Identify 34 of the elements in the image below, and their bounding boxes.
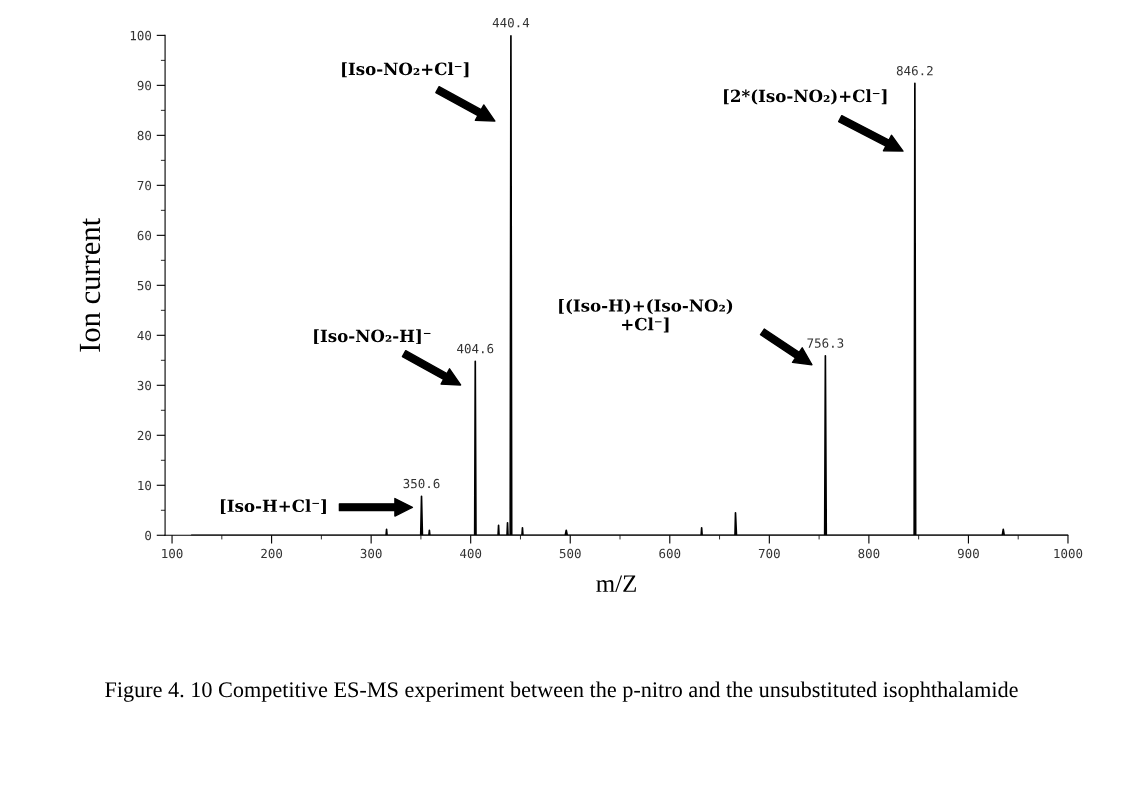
x-tick-label: 300 [360,548,382,559]
y-tick-label: 20 [137,430,152,441]
y-tick-label: 90 [137,80,152,91]
y-tick-label: 80 [137,130,152,141]
annotation: [(Iso-H)+(Iso-NO₂) +Cl⁻] [559,298,733,333]
y-tick-label: 100 [130,30,152,41]
x-tick-label: 500 [559,548,581,559]
annotation: 404.6 [457,343,494,354]
y-tick-label: 60 [137,230,152,241]
y-tick-label: 40 [137,330,152,341]
annotation: [Iso-H+Cl⁻] [220,499,326,515]
x-axis-title: m/Z [596,575,636,593]
x-tick-label: 700 [758,548,780,559]
x-tick-label: 900 [957,548,979,559]
annotation: [2*(Iso-NO₂)+Cl⁻] [724,89,887,105]
x-tick-label: 400 [460,548,482,559]
annotation: [Iso-NO₂-H]⁻ [314,329,431,345]
x-tick-label: 1000 [1054,548,1083,559]
annotation: [Iso-NO₂+Cl⁻] [342,62,469,78]
annotation: 846.2 [896,65,933,76]
y-tick-label: 10 [138,480,152,491]
x-tick-label: 200 [261,548,283,559]
y-axis-title: Ion current [79,218,101,352]
caption: Figure 4. 10 Competitive ES-MS experiment between the p-nitro and the unsubstituted isophthalamide [105,681,1018,702]
x-tick-label: 600 [659,548,681,559]
annotation: 350.6 [403,478,440,489]
y-tick-label: 0 [145,530,152,541]
x-tick-label: 100 [162,548,183,559]
y-tick-label: 50 [137,280,152,291]
y-tick-label: 30 [137,380,152,391]
x-tick-label: 800 [858,548,880,559]
annotation: 440.4 [492,17,530,28]
annotation: 756.3 [807,338,844,348]
y-tick-label: 70 [137,180,152,191]
